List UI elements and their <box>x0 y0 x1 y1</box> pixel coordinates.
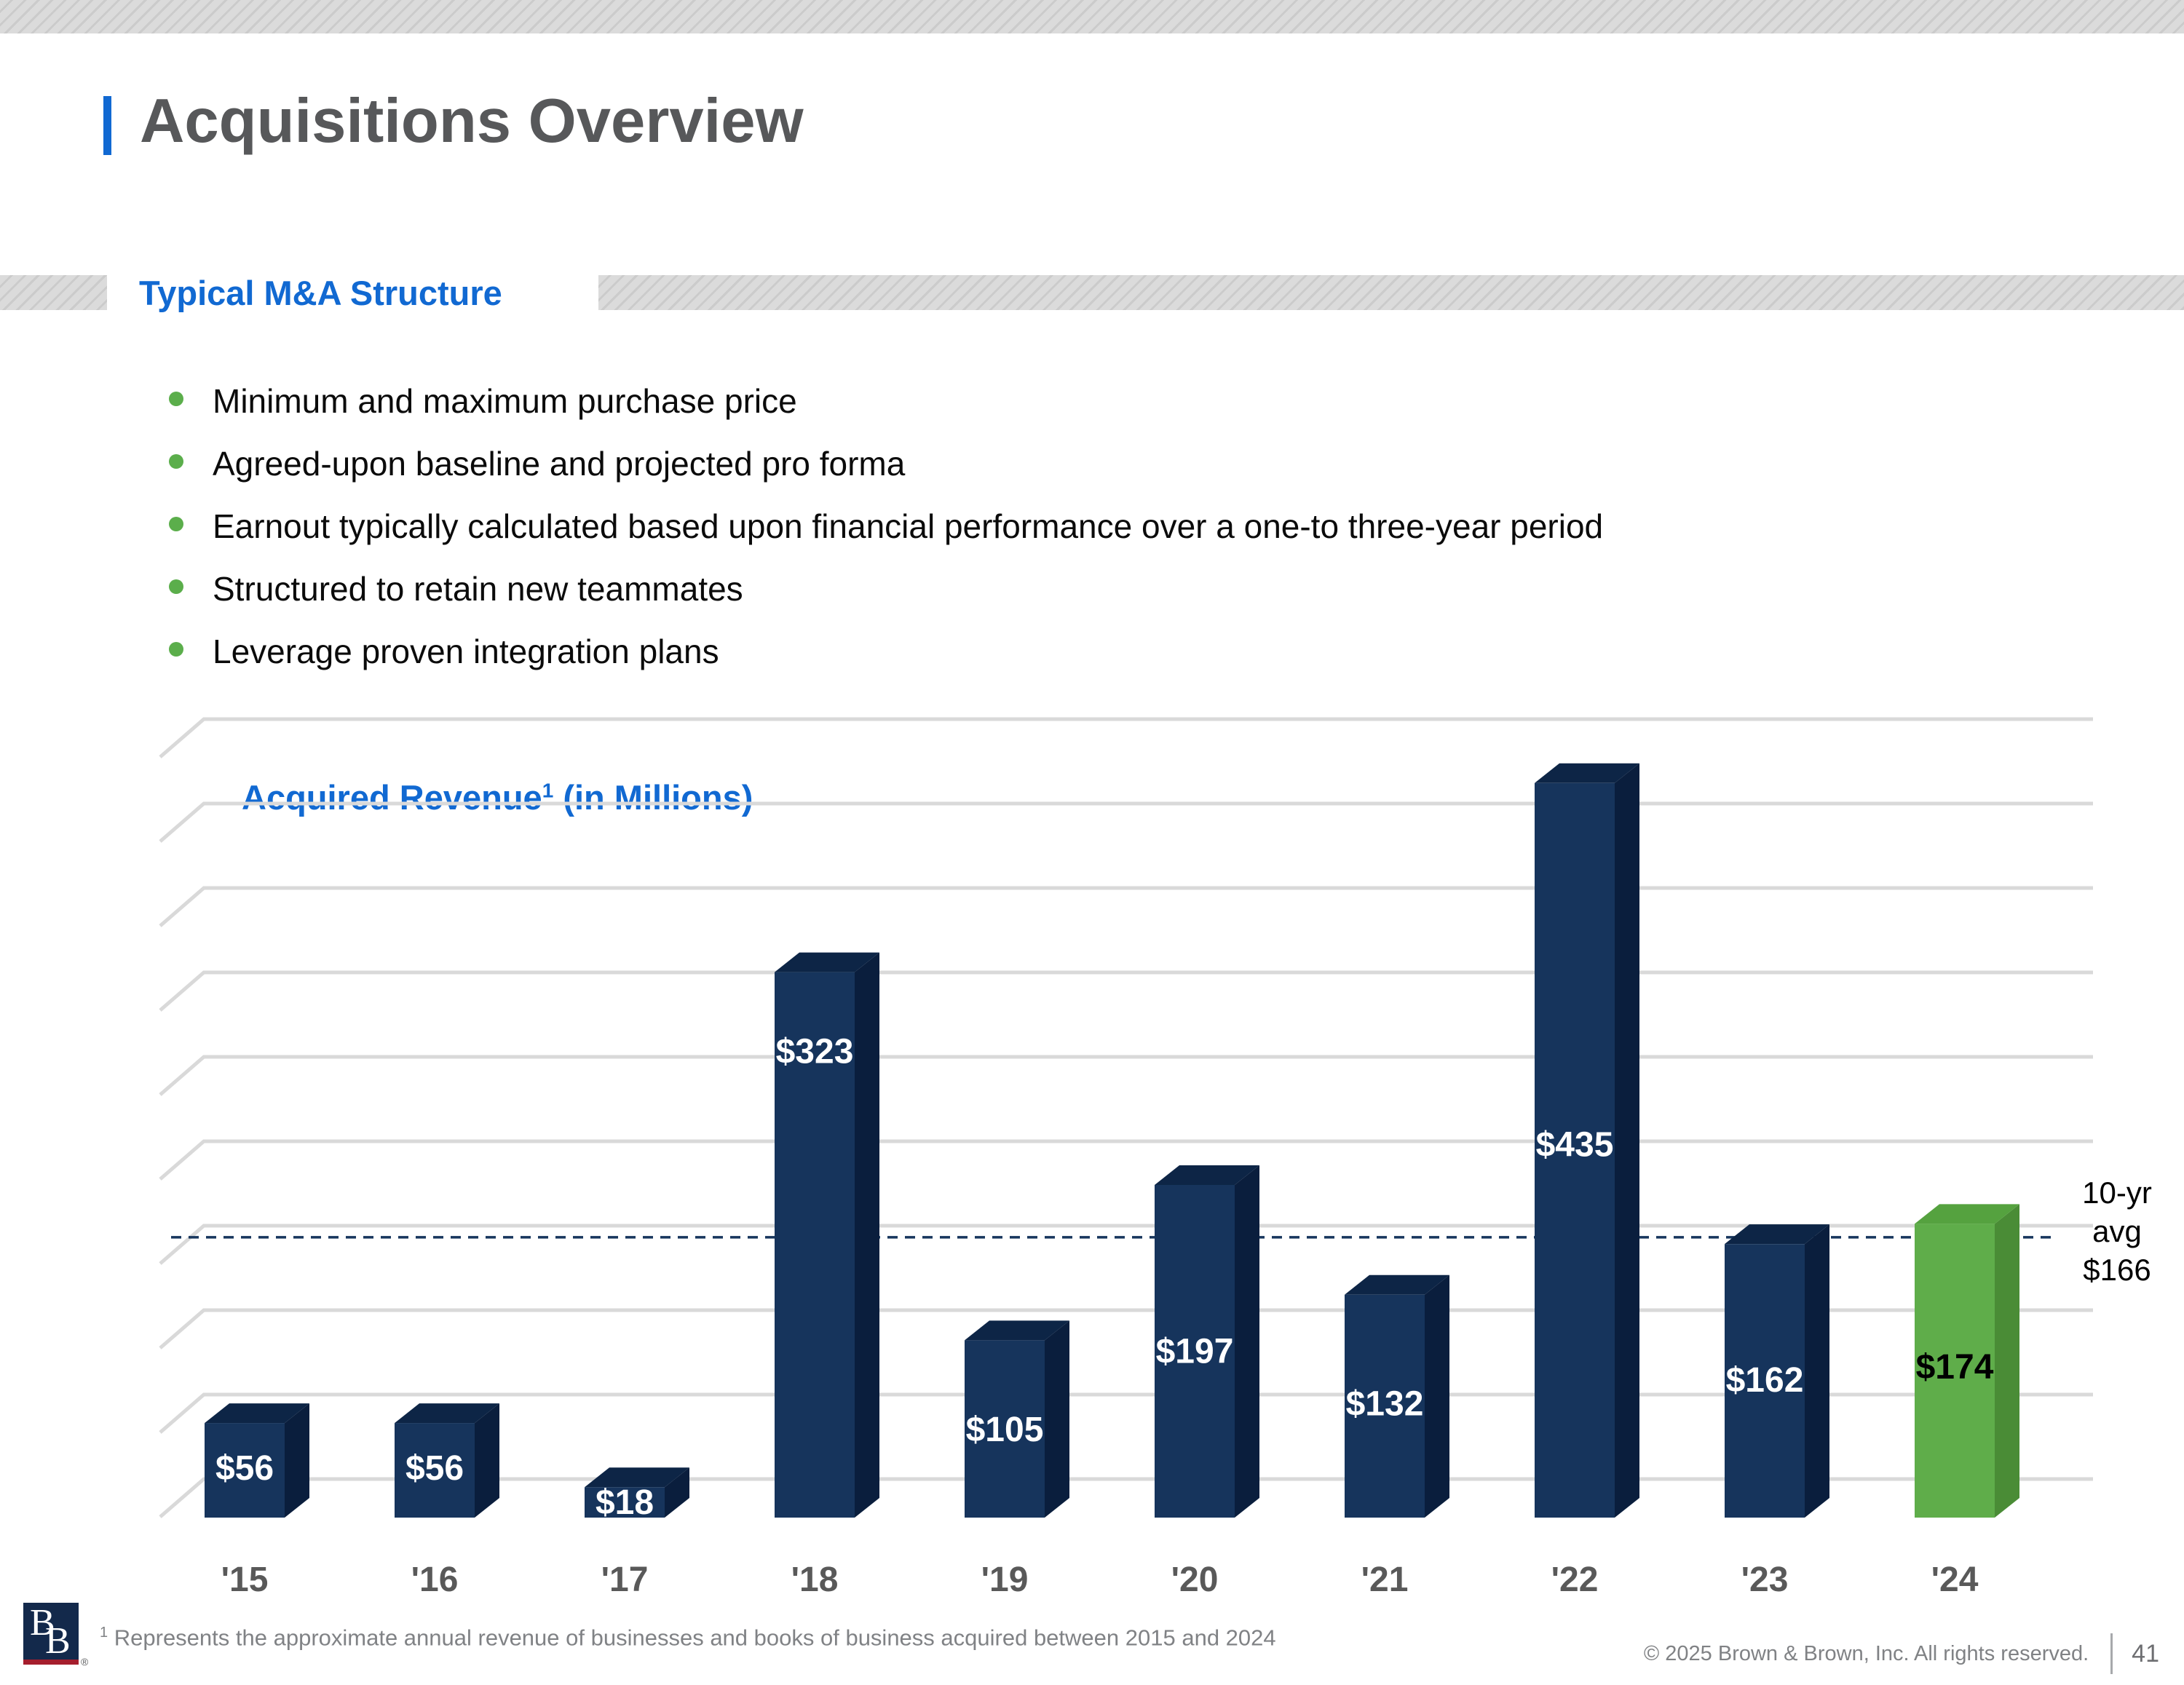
bullet-dot-icon <box>169 517 183 531</box>
section-band-right-fill <box>598 275 2184 310</box>
x-axis-label: '18 <box>791 1561 839 1599</box>
footnote-superscript: 1 <box>100 1625 108 1641</box>
top-hatched-band <box>0 0 2184 33</box>
average-line-label: avg <box>2092 1214 2142 1248</box>
page-title: Acquisitions Overview <box>140 87 804 156</box>
bar-value-label: $18 <box>596 1483 654 1522</box>
gridline <box>159 1392 2093 1434</box>
gridline <box>159 970 2093 1012</box>
bullet-dot-icon <box>169 454 183 469</box>
bar-17: $18 <box>585 1467 689 1522</box>
logo-letter-b: B <box>30 1602 55 1644</box>
bar-23: $162 <box>1725 1224 1829 1518</box>
gridline <box>159 1308 2093 1349</box>
bar-18: $323 <box>775 952 879 1518</box>
acquired-revenue-bar-chart: $56 $56 $18 $323 $105 $197 $132 $435 $162 $174 '15… <box>159 717 2152 1599</box>
bullet-list: Minimum and maximum purchase price Agree… <box>169 370 1603 683</box>
x-axis-label: '20 <box>1171 1561 1219 1599</box>
bar-21: $132 <box>1345 1274 1449 1518</box>
x-axis-label: '17 <box>601 1561 649 1599</box>
gridline <box>159 1055 2093 1096</box>
section-header-label-area: Typical M&A Structure <box>107 273 598 312</box>
bar-value-label: $162 <box>1726 1361 1804 1400</box>
x-axis-label: '16 <box>411 1561 459 1599</box>
section-band-left-stub <box>0 275 107 310</box>
bar-value-label: $105 <box>966 1411 1044 1449</box>
copyright-area: © 2025 Brown & Brown, Inc. All rights re… <box>1644 1633 2159 1674</box>
footnote-text: Represents the approximate annual revenu… <box>114 1625 1276 1651</box>
bullet-item: Earnout typically calculated based upon … <box>169 495 1603 558</box>
bullet-text: Minimum and maximum purchase price <box>213 382 797 420</box>
title-accent-bar <box>103 96 111 155</box>
bar-16: $56 <box>395 1403 499 1518</box>
bar-22: $435 <box>1535 763 1639 1518</box>
bullet-item: Leverage proven integration plans <box>169 620 1603 683</box>
chart-title-main: Acquired Revenue <box>242 778 542 817</box>
chart-title-rest: (in Millions) <box>553 778 753 817</box>
bullet-dot-icon <box>169 392 183 406</box>
bullet-dot-icon <box>169 579 183 594</box>
x-axis-label: '15 <box>221 1561 269 1599</box>
page-number-divider <box>2110 1633 2113 1674</box>
registered-trademark-icon: ® <box>81 1656 89 1668</box>
bar-value-label: $197 <box>1156 1333 1234 1371</box>
gridline <box>159 1224 2093 1265</box>
gridline <box>159 1477 2093 1518</box>
x-axis-label: '19 <box>981 1561 1029 1599</box>
bar-value-label: $174 <box>1916 1348 1994 1387</box>
bullet-item: Minimum and maximum purchase price <box>169 370 1603 432</box>
average-line-label: $166 <box>2083 1253 2151 1287</box>
bullet-item: Agreed-upon baseline and projected pro f… <box>169 432 1603 495</box>
bar-value-label: $56 <box>215 1449 274 1488</box>
bullet-text: Agreed-upon baseline and projected pro f… <box>213 445 906 483</box>
bar-value-label: $323 <box>776 1032 854 1071</box>
chart-title-superscript: 1 <box>542 779 554 802</box>
bar-19: $105 <box>965 1320 1069 1518</box>
footnote: 1 Represents the approximate annual reve… <box>100 1625 1276 1651</box>
x-axis-label: '22 <box>1551 1561 1599 1599</box>
section-header: Typical M&A Structure <box>139 273 502 312</box>
x-axis-label: '21 <box>1361 1561 1409 1599</box>
bar-20: $197 <box>1155 1165 1259 1518</box>
bar-value-label: $132 <box>1346 1384 1424 1423</box>
bar-value-label: $56 <box>405 1449 464 1488</box>
section-header-band: Typical M&A Structure <box>0 273 2184 312</box>
copyright-text: © 2025 Brown & Brown, Inc. All rights re… <box>1643 1641 2089 1665</box>
gridline <box>159 801 2093 843</box>
brown-and-brown-logo: B B <box>23 1603 79 1665</box>
bullet-text: Leverage proven integration plans <box>213 633 719 670</box>
x-axis-label: '23 <box>1741 1561 1789 1599</box>
logo-letter-b: B <box>45 1620 71 1662</box>
gridline <box>159 886 2093 927</box>
page-number: 41 <box>2132 1639 2159 1668</box>
gridline <box>159 1139 2093 1181</box>
gridline <box>159 717 2093 758</box>
bullet-item: Structured to retain new teammates <box>169 558 1603 620</box>
bar-value-label: $435 <box>1536 1125 1614 1164</box>
bullet-dot-icon <box>169 642 183 657</box>
bar-24: $174 <box>1915 1204 2019 1518</box>
bar-15: $56 <box>205 1403 309 1518</box>
bullet-text: Earnout typically calculated based upon … <box>213 507 1604 545</box>
bullet-text: Structured to retain new teammates <box>213 570 743 608</box>
average-line-label: 10-yr <box>2082 1175 2152 1210</box>
chart-title: Acquired Revenue1 (in Millions) <box>242 777 753 817</box>
x-axis-label: '24 <box>1931 1561 1979 1599</box>
